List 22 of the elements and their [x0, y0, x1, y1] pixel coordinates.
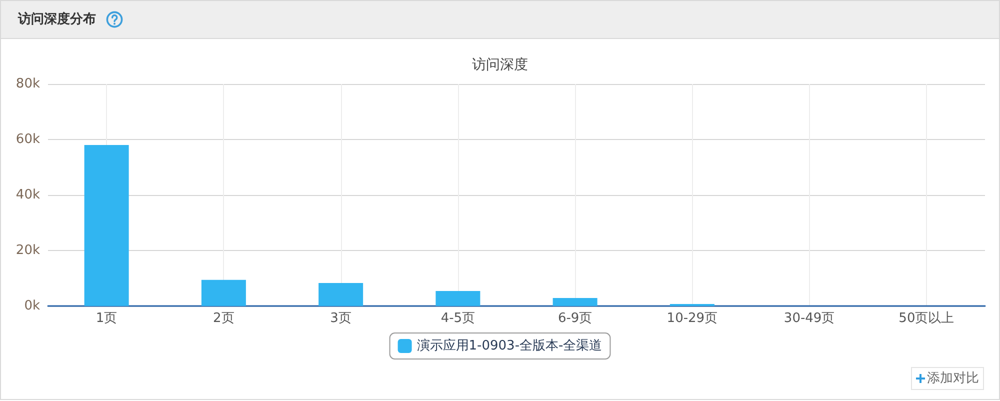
- y-tick-label: 60k: [16, 132, 40, 147]
- compare-button[interactable]: 添加对比: [911, 367, 984, 390]
- bar: [201, 280, 246, 306]
- bar: [318, 282, 364, 306]
- x-tick-label: 3页: [330, 311, 352, 326]
- bar: [552, 298, 598, 306]
- x-tick-label: 6-9页: [558, 311, 592, 326]
- y-tick-label: 40k: [16, 188, 40, 202]
- legend-label: 演示应用1-0903-全版本-全渠道: [416, 338, 602, 354]
- chart-subtitle: 访问深度: [472, 57, 528, 73]
- x-tick-label: 10-29页: [666, 311, 718, 326]
- x-tick-label: 1页: [96, 311, 118, 326]
- bar: [436, 291, 480, 306]
- bar: [84, 145, 129, 306]
- chart-title: 访问深度分布: [18, 11, 96, 28]
- x-tick-label: 2页: [213, 311, 234, 326]
- y-tick-label: 0k: [24, 298, 40, 314]
- x-tick-label: 50页以上: [898, 311, 954, 326]
- y-tick-label: 80k: [16, 76, 40, 92]
- x-tick-label: 4-5页: [440, 311, 476, 326]
- y-tick-label: 20k: [16, 243, 40, 258]
- x-tick-label: 30-49页: [784, 311, 835, 326]
